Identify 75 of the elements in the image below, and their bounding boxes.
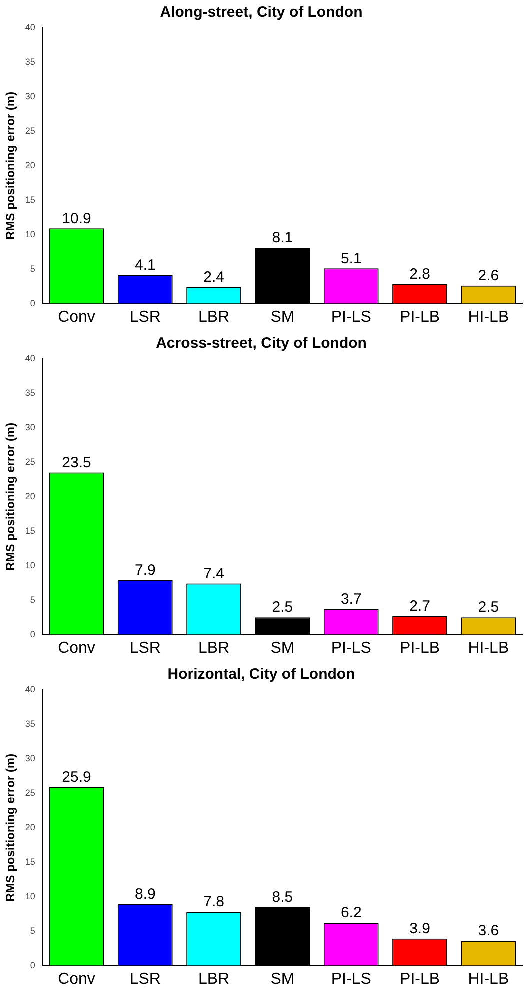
y-tick-label: 0: [30, 629, 36, 640]
y-tick-label: 15: [25, 856, 36, 867]
x-tick-label: SM: [270, 308, 295, 326]
y-tick-label: 25: [25, 126, 36, 136]
y-tick-label: 25: [25, 788, 36, 798]
y-tick-label: 30: [25, 422, 36, 432]
y-tick-label: 5: [30, 264, 36, 274]
y-tick-label: 20: [25, 822, 36, 832]
data-label: 2.8: [410, 266, 430, 284]
data-label: 7.8: [204, 894, 224, 911]
x-tick-label: LSR: [130, 640, 161, 657]
x-tick-label: LBR: [198, 308, 230, 326]
x-tick-label: LBR: [198, 640, 230, 657]
y-axis-title: RMS positioning error (m): [4, 92, 18, 240]
data-label: 10.9: [62, 210, 92, 228]
y-tick-label: 35: [25, 718, 36, 729]
chart-title: Across-street, City of London: [156, 335, 367, 352]
x-tick-label: Conv: [58, 640, 96, 657]
y-tick-label: 40: [25, 684, 36, 694]
x-tick-label: PI-LS: [331, 640, 372, 657]
x-tick-label: PI-LB: [400, 640, 440, 657]
data-label: 6.2: [340, 904, 362, 922]
y-tick-label: 10: [25, 891, 36, 902]
x-tick-label: LSR: [130, 308, 161, 326]
data-label: 2.6: [478, 268, 500, 285]
x-tick-label: PI-LS: [331, 308, 372, 326]
data-label: 23.5: [62, 454, 92, 472]
y-tick-label: 30: [25, 91, 36, 102]
chart-title: Along-street, City of London: [160, 4, 363, 22]
data-label: 3.7: [340, 590, 362, 608]
data-label: 3.9: [410, 920, 430, 938]
data-label: 5.1: [340, 250, 362, 268]
x-tick-label: PI-LS: [331, 970, 372, 988]
data-label: 2.4: [204, 268, 224, 286]
data-label: 2.7: [410, 598, 430, 615]
data-label: 2.5: [478, 599, 500, 616]
y-tick-label: 0: [30, 298, 36, 308]
data-label: 8.1: [272, 230, 294, 247]
data-label: 7.4: [204, 565, 224, 582]
y-tick-label: 40: [25, 22, 36, 32]
y-axis-title: RMS positioning error (m): [4, 422, 18, 571]
data-label: 3.6: [478, 922, 500, 940]
chart-title: Horizontal, City of London: [168, 666, 356, 684]
x-tick-label: PI-LB: [400, 308, 440, 326]
x-tick-label: SM: [270, 970, 295, 988]
y-tick-label: 10: [25, 560, 36, 570]
y-axis-title: RMS positioning error (m): [4, 754, 18, 902]
y-tick-label: 20: [25, 491, 36, 502]
x-tick-label: HI-LB: [468, 640, 510, 657]
y-tick-label: 35: [25, 56, 36, 67]
y-tick-label: 25: [25, 456, 36, 467]
data-label: 8.5: [272, 888, 294, 906]
y-tick-label: 5: [30, 594, 36, 605]
data-label: 8.9: [134, 886, 156, 904]
data-label: 2.5: [272, 599, 294, 616]
y-tick-label: 35: [25, 388, 36, 398]
y-tick-label: 10: [25, 229, 36, 240]
x-tick-label: SM: [270, 640, 295, 657]
data-label: 4.1: [134, 257, 156, 274]
y-tick-label: 40: [25, 353, 36, 364]
x-tick-label: LBR: [198, 970, 230, 988]
x-tick-label: HI-LB: [468, 308, 510, 326]
y-tick-label: 0: [30, 960, 36, 970]
y-tick-label: 20: [25, 160, 36, 170]
y-tick-label: 15: [25, 526, 36, 536]
y-tick-label: 5: [30, 926, 36, 936]
x-tick-label: Conv: [58, 308, 96, 326]
data-label: 7.9: [134, 562, 156, 579]
y-tick-label: 15: [25, 194, 36, 205]
y-tick-label: 30: [25, 753, 36, 764]
x-tick-label: PI-LB: [400, 970, 440, 988]
data-label: 25.9: [62, 768, 92, 786]
x-tick-label: HI-LB: [468, 970, 510, 988]
x-tick-label: LSR: [130, 970, 161, 988]
x-tick-label: Conv: [58, 970, 96, 988]
